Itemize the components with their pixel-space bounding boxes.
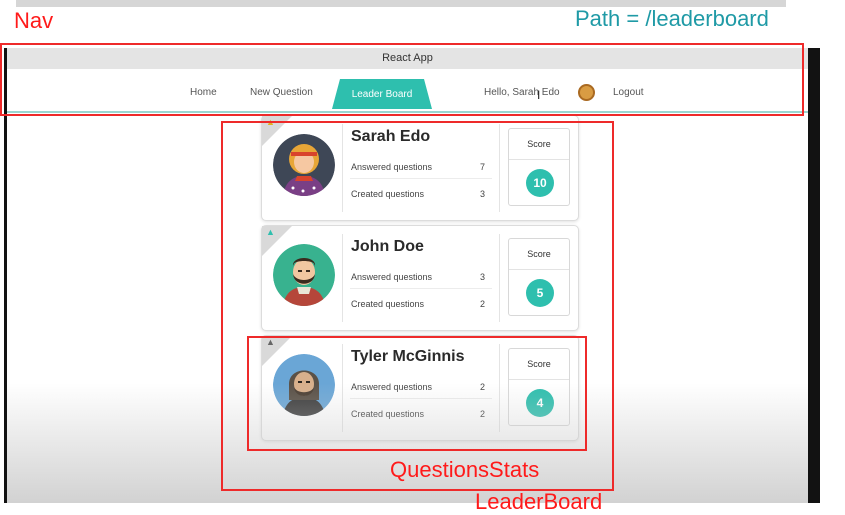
- answered-questions-value: 7: [480, 162, 486, 172]
- top-strip: [16, 0, 786, 7]
- user-name: John Doe: [351, 238, 424, 255]
- score-label: Score: [509, 129, 569, 160]
- annotation-nav-label: Nav: [14, 8, 54, 33]
- card-divider: [342, 124, 343, 212]
- score-badge: 5: [526, 279, 554, 307]
- annotation-leaderboard-label: LeaderBoard: [475, 489, 603, 514]
- nav-home-link[interactable]: Home: [190, 87, 217, 98]
- score-badge: 10: [526, 169, 554, 197]
- card-divider: [342, 234, 343, 322]
- user-name: Tyler McGinnis: [351, 348, 465, 365]
- trophy-icon: ▲: [266, 337, 275, 347]
- nav-avatar: [578, 84, 595, 101]
- leaderboard-card: ▲ Sarah Edo Answered questions 7 Created…: [261, 115, 579, 221]
- nav-leader-board-tab[interactable]: Leader Board: [332, 79, 432, 109]
- questions-stats-annotation-box: [247, 336, 587, 451]
- score-label: Score: [509, 349, 569, 380]
- nav-new-question-link[interactable]: New Question: [250, 87, 313, 98]
- nav-leader-board-label: Leader Board: [351, 88, 413, 100]
- score-label: Score: [509, 239, 569, 270]
- row-divider: [350, 288, 492, 289]
- user-name: Sarah Edo: [351, 128, 431, 145]
- leaderboard-card: ▲ John Doe Answered questions 3 Created …: [261, 225, 579, 331]
- text-cursor-icon: I: [537, 88, 541, 102]
- answered-questions-label: Answered questions: [351, 162, 433, 172]
- annotation-path-label: Path = /leaderboard: [575, 6, 769, 31]
- created-questions-value: 2: [480, 299, 486, 309]
- browser-window: React App Home New Question Leader Board…: [4, 48, 820, 503]
- nav-greeting: Hello, Sarah Edo: [484, 87, 560, 98]
- created-questions-value: 3: [480, 189, 486, 199]
- nav-bar: Home New Question Leader Board Hello, Sa…: [7, 69, 808, 113]
- created-questions-label: Created questions: [351, 189, 425, 199]
- row-divider: [350, 178, 492, 179]
- user-avatar: [273, 244, 335, 306]
- card-divider: [499, 234, 500, 322]
- nav-logout-link[interactable]: Logout: [613, 87, 644, 98]
- score-box: Score 5: [508, 238, 570, 316]
- trophy-icon: ▲: [266, 227, 275, 237]
- user-avatar: [273, 134, 335, 196]
- created-questions-label: Created questions: [351, 299, 425, 309]
- card-divider: [499, 124, 500, 212]
- nav-annotation-box: [0, 43, 804, 116]
- leaderboard-annotation-box: [221, 121, 614, 491]
- annotation-questions-stats-label: QuestionsStats: [390, 457, 540, 482]
- answered-questions-value: 3: [480, 272, 486, 282]
- answered-questions-label: Answered questions: [351, 272, 433, 282]
- score-box: Score 10: [508, 128, 570, 206]
